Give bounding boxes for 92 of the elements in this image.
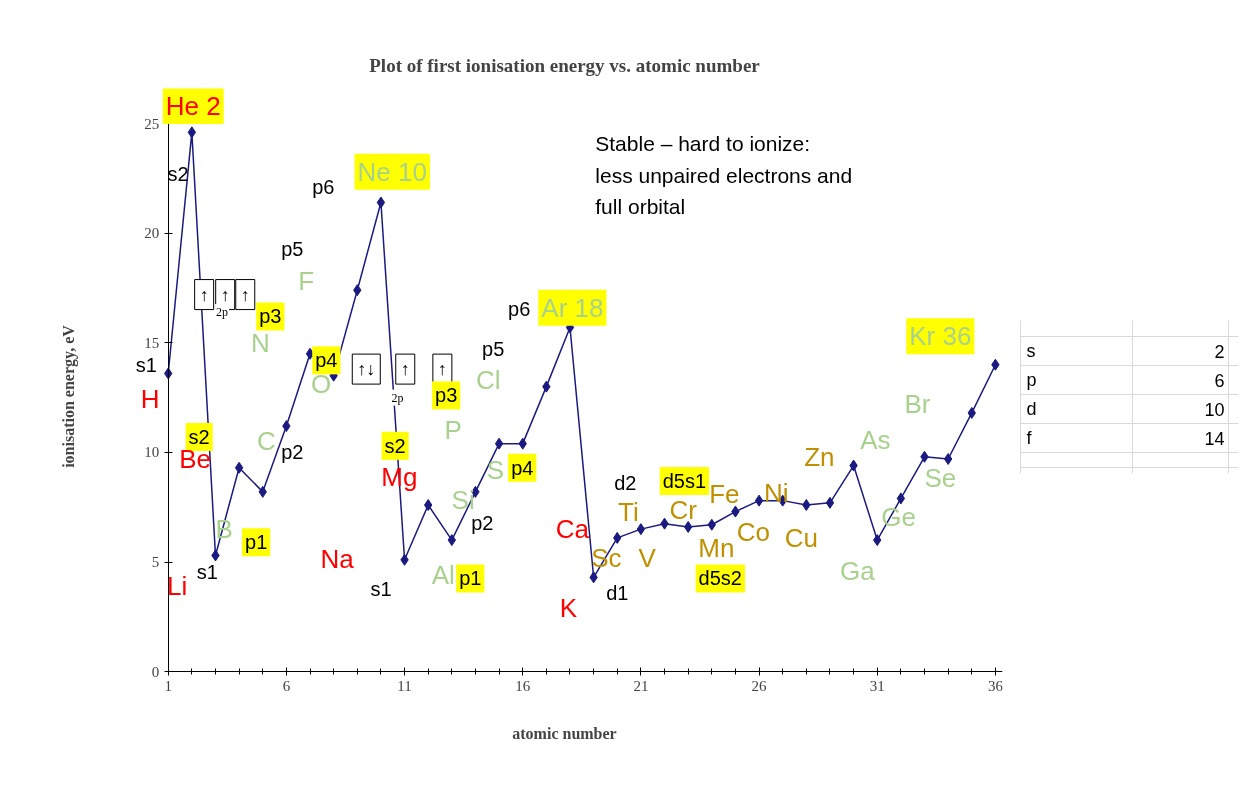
annotation: ↑: [199, 284, 209, 305]
annotation: p2: [281, 441, 304, 464]
annotation: 2p: [216, 305, 229, 320]
annotation: Br: [904, 389, 931, 420]
annotation: p6: [508, 297, 531, 320]
y-tick-label: 5: [151, 554, 160, 571]
y-tick-label: 20: [144, 225, 160, 242]
chart-title: Plot of first ionisation energy vs. atomic number: [369, 55, 761, 76]
category-label: f: [1026, 428, 1033, 448]
annotation: Ni: [764, 477, 789, 508]
data-label: 10: [1204, 399, 1225, 420]
point: [494, 437, 504, 450]
annotation: Ne 10: [357, 156, 427, 187]
annotation: p5: [281, 237, 304, 260]
point: [187, 126, 197, 139]
x-tick-label: 11: [397, 677, 412, 694]
point: [896, 492, 906, 505]
annotation: p1: [245, 531, 268, 554]
annotation: d1: [606, 581, 629, 604]
data-label: 14: [1204, 428, 1225, 449]
annotation: d2: [614, 472, 637, 495]
text: H: [140, 383, 160, 414]
annotation: Stable – hard to ionize: less unpaired electrons and full orbital: [595, 131, 853, 219]
category-label: p: [1026, 370, 1037, 390]
annotation: Se: [924, 462, 957, 493]
annotation: d5s2: [698, 567, 742, 590]
x-tick-label: 1: [164, 677, 172, 694]
annotation: Ga: [840, 555, 876, 586]
annotation: F: [298, 266, 315, 297]
annotation: Kr 36: [909, 321, 972, 352]
annotation: ↑: [240, 284, 250, 305]
annotation: 2p: [391, 390, 404, 405]
annotation: ↑: [400, 359, 410, 380]
x-tick-label: 21: [633, 677, 649, 694]
point: [234, 461, 244, 474]
annotation: s2: [188, 426, 210, 449]
annotation: K: [559, 593, 578, 624]
annotation: s1: [196, 560, 218, 583]
data-label: 6: [1214, 370, 1225, 391]
point: [825, 496, 835, 509]
point: [376, 196, 386, 209]
annotation: Cl: [475, 365, 501, 396]
text: He 2: [165, 91, 221, 122]
annotation: Zn: [804, 441, 835, 472]
annotation: C: [256, 426, 276, 457]
y-tick-label: 10: [144, 444, 160, 461]
x-axis-title: atomic number: [512, 724, 617, 742]
annotation: Ca: [555, 514, 590, 545]
annotation: p4: [315, 349, 338, 372]
y-axis-title: ionisation energy, eV: [59, 324, 78, 468]
text: s1: [135, 353, 157, 376]
category-label: s: [1026, 341, 1036, 361]
annotation: Ti: [618, 496, 639, 527]
annotation: V: [638, 542, 657, 573]
y-tick-label: 25: [144, 115, 160, 132]
annotation: p1: [459, 567, 482, 590]
annotation: Li: [167, 571, 188, 602]
annotation: Ar 18: [541, 292, 604, 323]
annotation: p3: [435, 384, 458, 407]
annotation: s2: [384, 434, 406, 457]
annotation: S: [486, 454, 504, 485]
annotation: p6: [312, 176, 335, 199]
annotation: As: [860, 425, 891, 456]
annotation: Fe: [709, 479, 740, 510]
x-tick-label: 16: [515, 677, 531, 694]
annotation: N: [251, 327, 270, 358]
annotation: Mn: [698, 532, 735, 563]
annotation: P: [444, 415, 462, 446]
annotation: s1: [370, 578, 392, 601]
annotation: d5s1: [662, 469, 707, 492]
category-label: d: [1026, 399, 1037, 419]
point: [943, 452, 953, 465]
y-tick-label: 15: [144, 334, 160, 351]
x-tick-label: 36: [987, 677, 1004, 694]
x-tick-label: 26: [751, 677, 768, 694]
y-tick-label: 0: [151, 663, 160, 680]
point: [636, 523, 646, 536]
annotation: Co: [736, 517, 771, 548]
annotation: p3: [259, 305, 282, 328]
annotation: Cu: [784, 522, 819, 553]
point: [754, 494, 764, 507]
annotation: Cr: [669, 495, 698, 526]
annotation: Na: [320, 543, 355, 574]
data-label: 2: [1214, 341, 1225, 362]
x-tick-label: 6: [282, 677, 291, 694]
x-tick-label: 31: [869, 677, 885, 694]
annotation: ↑: [220, 284, 230, 305]
annotation: ↑↓: [357, 359, 376, 380]
annotation: ↑: [437, 359, 447, 380]
annotation: p5: [482, 338, 505, 361]
annotation: p4: [511, 456, 534, 479]
annotation: Al: [431, 560, 455, 591]
